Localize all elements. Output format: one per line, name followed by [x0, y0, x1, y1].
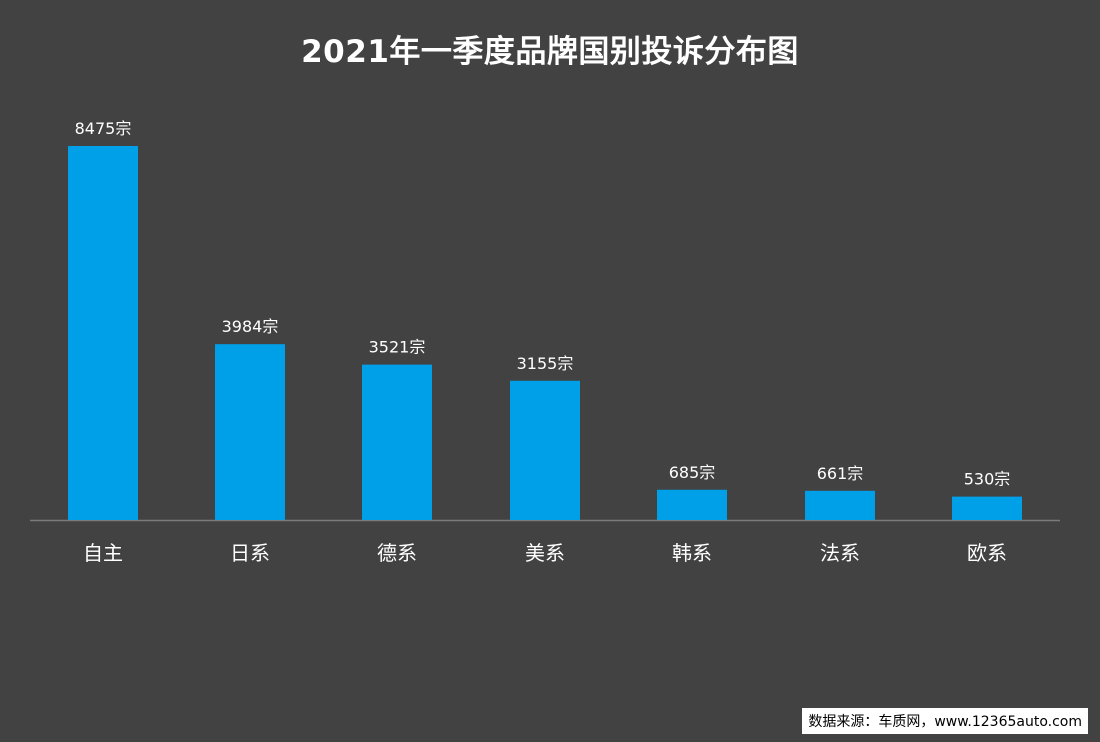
bar-3 [510, 380, 580, 520]
data-label-5: 661宗 [817, 464, 864, 483]
category-label-4: 韩系 [672, 541, 712, 565]
data-label-4: 685宗 [669, 463, 716, 482]
category-label-0: 自主 [83, 541, 123, 565]
bar-4 [657, 489, 727, 520]
bar-5 [805, 490, 875, 520]
category-label-5: 法系 [820, 541, 860, 565]
chart-title: 2021年一季度品牌国别投诉分布图 [301, 34, 799, 70]
data-label-3: 3155宗 [517, 354, 574, 373]
data-label-2: 3521宗 [369, 338, 426, 357]
bar-2 [362, 364, 432, 520]
bar-1 [215, 344, 285, 520]
category-label-1: 日系 [230, 541, 270, 565]
data-source-note: 数据来源：车质网，www.12365auto.com [802, 708, 1088, 734]
category-label-2: 德系 [377, 541, 417, 565]
category-label-6: 欧系 [967, 541, 1007, 565]
bar-0 [68, 146, 138, 520]
bar-6 [952, 496, 1022, 520]
data-label-1: 3984宗 [222, 317, 279, 336]
data-label-0: 8475宗 [75, 119, 132, 138]
data-label-6: 530宗 [964, 470, 1011, 489]
category-label-3: 美系 [525, 541, 565, 565]
